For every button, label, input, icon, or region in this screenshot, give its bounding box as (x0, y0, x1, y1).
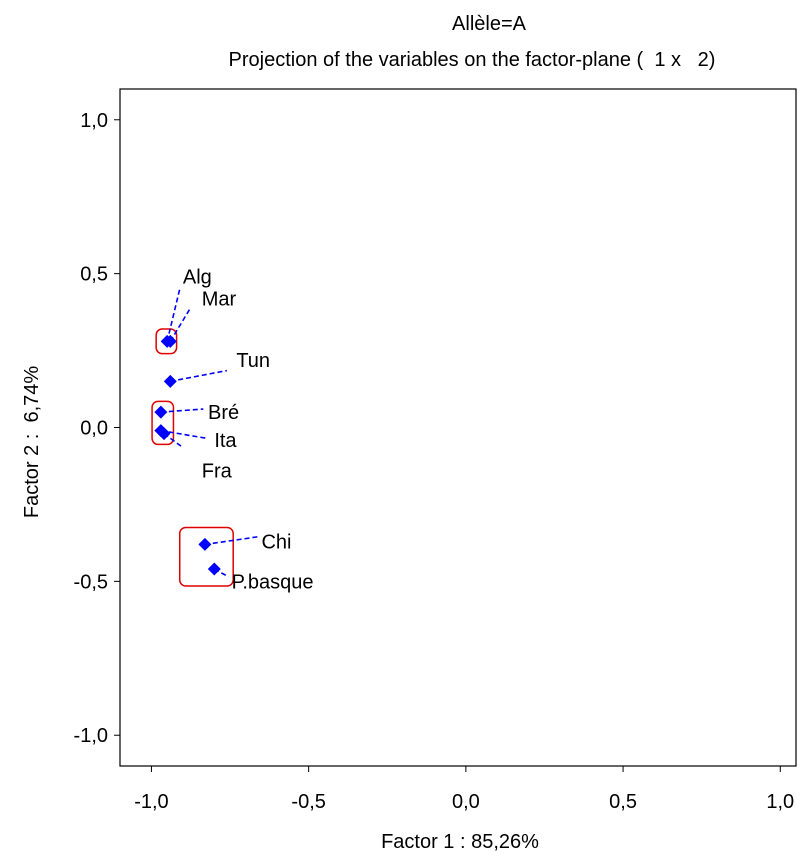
data-point (157, 427, 171, 441)
leader-line (166, 288, 181, 342)
point-label: Ita (214, 430, 237, 452)
data-point (198, 537, 212, 551)
point-label: P.basque (232, 571, 314, 593)
group-box (178, 526, 234, 587)
x-axis: -1,0 -0,5 0,0 0,5 1,0 (134, 766, 794, 813)
point-label: Alg (183, 267, 212, 289)
x-tick-label: 0,5 (609, 791, 637, 813)
x-tick-label: 1,0 (766, 791, 794, 813)
data-point (207, 562, 221, 576)
leader-line (204, 535, 259, 546)
y-tick-label: 0,5 (80, 264, 108, 286)
leader-line (169, 307, 192, 342)
leader-line (160, 408, 204, 413)
chart-title: Allèle=A (452, 13, 527, 35)
point-label: Chi (261, 531, 291, 553)
x-tick-label: -0,5 (291, 791, 325, 813)
data-point (163, 334, 177, 348)
data-point (154, 405, 168, 419)
x-tick-label: -1,0 (134, 791, 168, 813)
leader-line (170, 369, 228, 383)
y-tick-label: 1,0 (80, 110, 108, 132)
plot-frame (119, 88, 797, 767)
point-label: Bré (208, 402, 239, 424)
y-tick-label: -1,0 (74, 725, 108, 747)
y-tick-label: 0,0 (80, 418, 108, 440)
group-box (151, 400, 175, 446)
data-points (154, 334, 221, 576)
y-axis-title: Factor 2 : 6,74% (21, 366, 43, 519)
group-boxes (151, 328, 234, 587)
point-label: Mar (202, 288, 237, 310)
chart-subtitle: Projection of the variables on the facto… (229, 49, 716, 71)
y-tick-label: -0,5 (74, 571, 108, 593)
point-label: Tun (236, 350, 270, 372)
x-tick-label: 0,0 (452, 791, 480, 813)
leader-lines (160, 288, 259, 578)
data-point (163, 374, 177, 388)
y-axis: 1,0 0,5 0,0 -0,5 -1,0 (74, 110, 120, 747)
x-axis-title: Factor 1 : 85,26% (381, 831, 539, 853)
point-label: Fra (202, 461, 233, 483)
